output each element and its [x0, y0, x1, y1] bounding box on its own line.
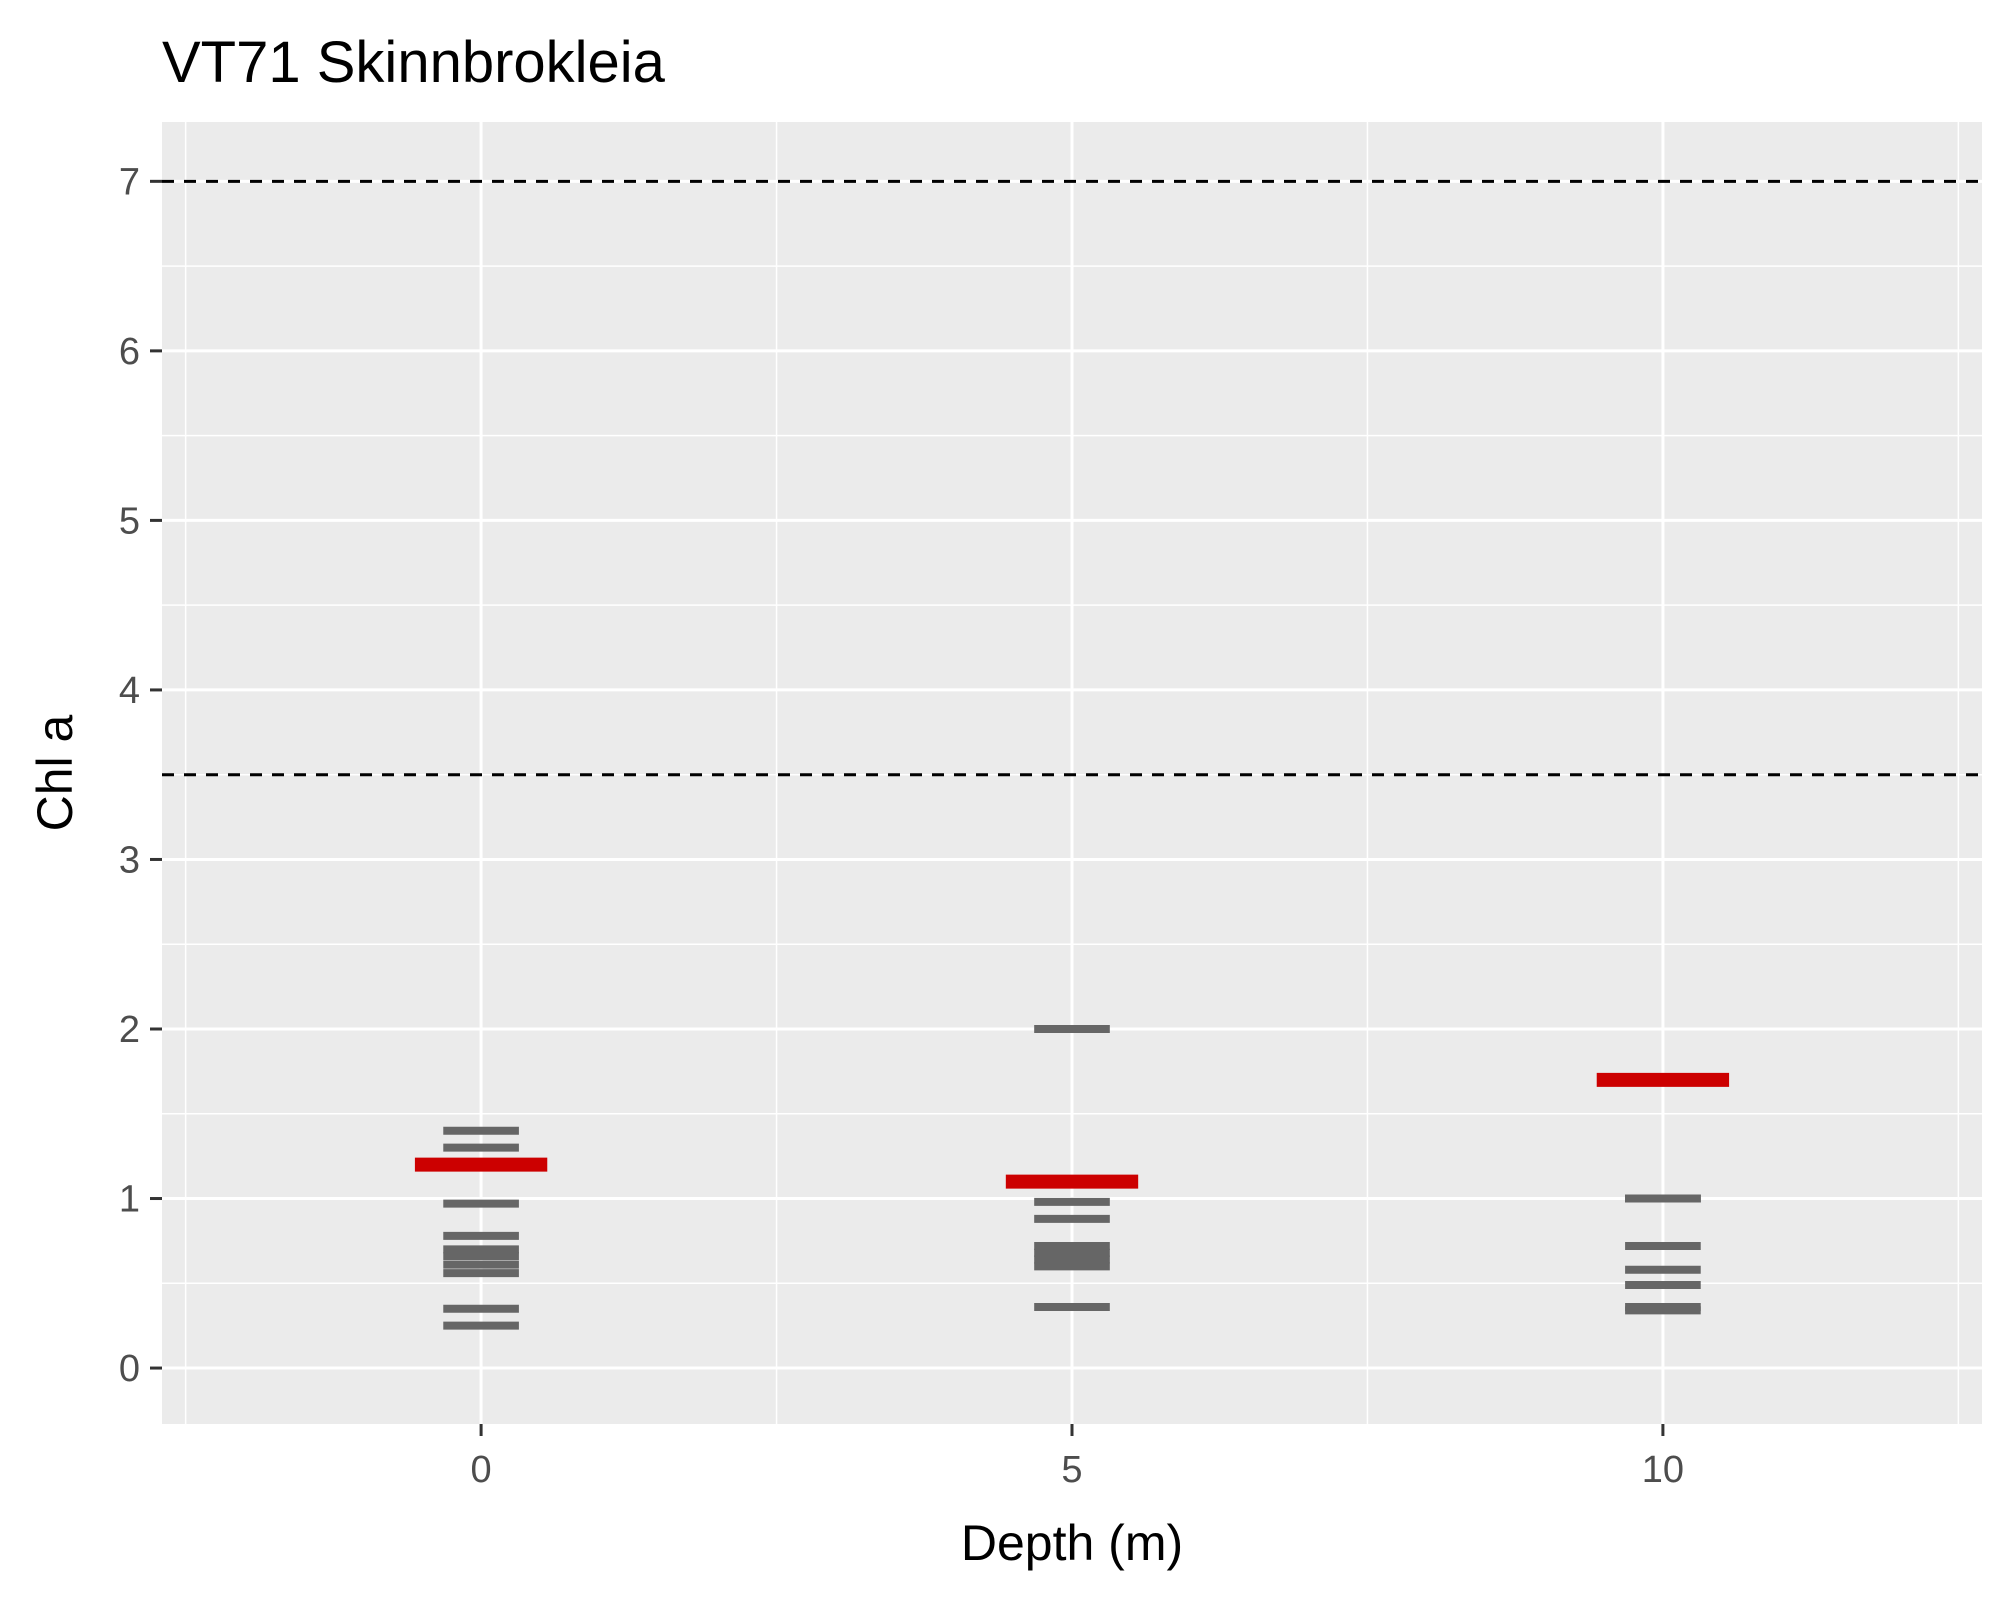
y-tick-label: 4: [119, 670, 140, 712]
data-marks: [414, 1024, 1730, 1330]
y-tick-label: 6: [119, 331, 140, 373]
y-tick-label: 2: [119, 1009, 140, 1051]
axes: 0 5 10 0 1 2 3 4 5 6 7: [119, 161, 1684, 1491]
y-tick-label: 0: [119, 1348, 140, 1390]
x-tick-label: 10: [1642, 1449, 1684, 1491]
x-axis-title: Depth (m): [961, 1515, 1183, 1571]
y-tick-label: 3: [119, 839, 140, 881]
y-tick-label: 7: [119, 161, 140, 203]
x-tick-label: 5: [1061, 1449, 1082, 1491]
reference-lines: [162, 179, 1982, 777]
y-tick-label: 5: [119, 500, 140, 542]
y-tick-label: 1: [119, 1179, 140, 1221]
x-tick-label: 0: [471, 1449, 492, 1491]
y-axis-title: Chl a: [27, 714, 83, 831]
chart-title: VT71 Skinnbrokleia: [162, 30, 666, 95]
